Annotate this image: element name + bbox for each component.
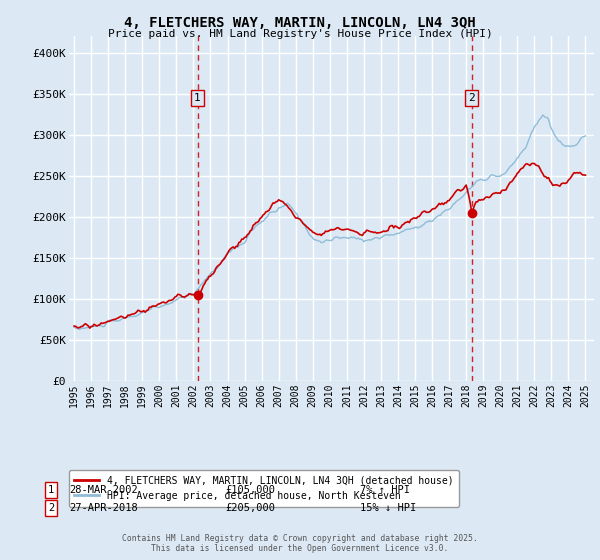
Text: 28-MAR-2002: 28-MAR-2002 (69, 485, 138, 495)
Text: 27-APR-2018: 27-APR-2018 (69, 503, 138, 513)
Text: 1: 1 (194, 93, 201, 103)
Text: 1: 1 (48, 485, 54, 495)
Text: 7% ↑ HPI: 7% ↑ HPI (360, 485, 410, 495)
Text: Contains HM Land Registry data © Crown copyright and database right 2025.
This d: Contains HM Land Registry data © Crown c… (122, 534, 478, 553)
Text: 2: 2 (469, 93, 475, 103)
Text: 2: 2 (48, 503, 54, 513)
Text: 15% ↓ HPI: 15% ↓ HPI (360, 503, 416, 513)
Legend: 4, FLETCHERS WAY, MARTIN, LINCOLN, LN4 3QH (detached house), HPI: Average price,: 4, FLETCHERS WAY, MARTIN, LINCOLN, LN4 3… (68, 470, 459, 507)
Text: 4, FLETCHERS WAY, MARTIN, LINCOLN, LN4 3QH: 4, FLETCHERS WAY, MARTIN, LINCOLN, LN4 3… (124, 16, 476, 30)
Text: £105,000: £105,000 (225, 485, 275, 495)
Text: Price paid vs. HM Land Registry's House Price Index (HPI): Price paid vs. HM Land Registry's House … (107, 29, 493, 39)
Text: £205,000: £205,000 (225, 503, 275, 513)
